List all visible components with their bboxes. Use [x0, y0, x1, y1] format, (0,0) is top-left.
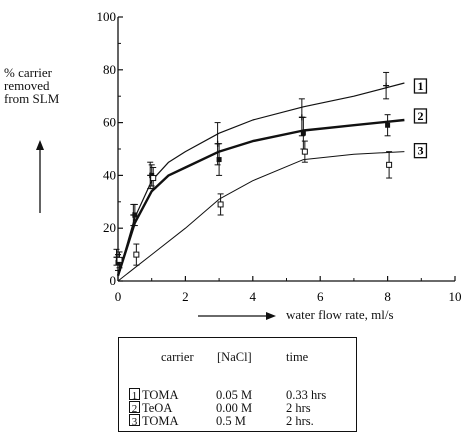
data-point	[385, 122, 391, 128]
y-tick-label: 0	[110, 273, 117, 288]
legend-row-time: 2 hrs	[286, 401, 311, 415]
y-axis-label: % carrier removed from SLM	[4, 65, 60, 106]
up-arrow-head-icon	[36, 140, 44, 150]
legend-header-carrier: carrier	[161, 350, 194, 364]
data-point	[133, 251, 140, 258]
data-point	[300, 130, 306, 136]
y-tick-label: 20	[103, 220, 116, 235]
legend-header-nacl: [NaCl]	[217, 350, 252, 364]
data-point	[383, 82, 390, 89]
legend-row-nacl: 0.00 M	[216, 401, 253, 415]
series-label-box	[413, 142, 428, 159]
data-point	[301, 148, 308, 155]
x-tick-label: 6	[317, 289, 324, 304]
right-arrow-head-icon	[266, 312, 276, 320]
legend-row-carrier: TeOA	[142, 401, 173, 415]
legend-row-time: 2 hrs.	[286, 414, 314, 428]
legend-row-number: 3	[129, 414, 140, 428]
x-tick-label: 2	[182, 289, 189, 304]
data-point	[386, 161, 393, 168]
legend-table: carrier [NaCl] time 1 TOMA 0.05 M 0.33 h…	[118, 337, 357, 432]
data-point	[217, 201, 224, 208]
data-point	[216, 157, 222, 163]
x-tick-label: 4	[250, 289, 257, 304]
x-axis-label: water flow rate, ml/s	[286, 307, 394, 322]
y-tick-label: 40	[103, 167, 116, 182]
legend-row: 3 TOMA 0.5 M 2 hrs.	[119, 414, 356, 428]
data-point	[116, 256, 123, 263]
legend-row-time: 0.33 hrs	[286, 388, 327, 402]
legend-row: 1 TOMA 0.05 M 0.33 hrs	[119, 388, 356, 402]
y-tick-label: 60	[103, 115, 116, 130]
legend-header-time: time	[286, 350, 309, 364]
y-tick-label: 80	[103, 62, 116, 77]
legend-row-carrier: TOMA	[142, 388, 179, 402]
y-tick-label: 100	[97, 9, 117, 24]
legend-row-number: 1	[129, 388, 140, 402]
series-label-box	[413, 78, 428, 94]
legend-row-carrier: TOMA	[142, 414, 179, 428]
legend-row: 2 TeOA 0.00 M 2 hrs	[119, 401, 356, 415]
series-1-curve	[117, 82, 405, 276]
series-label: 2	[417, 109, 423, 123]
x-tick-label: 10	[449, 289, 462, 304]
series-label-box	[413, 108, 428, 124]
data-point	[132, 212, 138, 218]
legend-row-nacl: 0.5 M	[216, 414, 246, 428]
series-label: 1	[417, 79, 423, 93]
legend-row-nacl: 0.05 M	[216, 388, 253, 402]
x-tick-label: 8	[384, 289, 391, 304]
series-2-curve	[116, 118, 405, 277]
series-3-curve	[117, 151, 405, 282]
series-label: 3	[417, 144, 423, 158]
x-tick-label: 0	[115, 289, 122, 304]
legend-row-number: 2	[129, 401, 140, 415]
data-point	[150, 175, 157, 182]
